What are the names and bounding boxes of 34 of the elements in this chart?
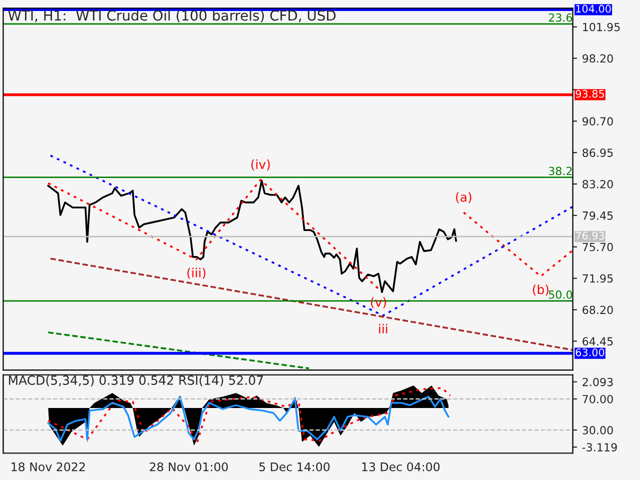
y2-tick-label: 70.00 [582,394,613,404]
annotation: 38.2 [548,166,572,176]
x-tick-label: 5 Dec 14:00 [259,462,330,472]
y-tick-label: 83.20 [582,180,613,188]
x-tick-label: 18 Nov 2022 [12,462,85,472]
ref-line-label: 63.00 [576,348,604,356]
annotation: 50.0 [548,290,572,299]
annotation: (b) [532,284,548,296]
annotation: 23.6 [548,13,572,22]
y-tick-label: 79.45 [582,211,613,220]
annotation: iii [379,324,388,334]
ref-line-label: 93.85 [576,90,604,98]
y-tick-label: 2.093 [582,378,613,386]
ref-line-label: 104.00 [576,4,611,13]
y-tick-label: 75.70 [582,242,613,252]
y-tick-label: 68.20 [582,306,613,314]
y-tick-label: 90.70 [582,117,613,126]
ref-line-label: 76.93 [576,232,604,240]
x-tick-label: 28 Nov 01:00 [150,462,228,472]
y-tick-label: -3.119 [582,443,617,452]
annotation: (iii) [187,268,206,279]
line-series [47,178,380,290]
y2-tick-label: 30.00 [582,426,613,434]
annotation: (iv) [251,159,270,171]
y-tick-label: 86.95 [582,148,613,157]
annotation: (a) [456,192,472,204]
y-tick-label: 64.45 [582,337,613,346]
y-tick-label: 71.95 [582,274,613,283]
chart-title: WTI, H1: WTI Crude Oil (100 barrels) CFD, USD [8,10,336,22]
y-tick-label: 101.95 [583,22,620,32]
line-series [47,180,457,294]
chart-title: MACD(5,34,5) 0.319 0.542 RSI(14) 52.07 [8,375,263,386]
x-tick-label: 13 Dec 04:00 [362,462,440,472]
y-tick-label: 98.20 [582,54,613,63]
